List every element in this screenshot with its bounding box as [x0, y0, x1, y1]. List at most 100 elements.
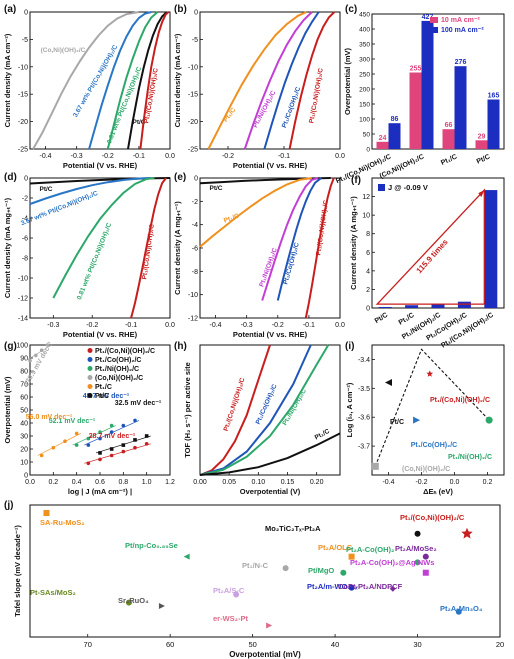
- x-tick-label: -0.1: [133, 153, 145, 160]
- point-label: Pt/MgO: [308, 566, 334, 575]
- point-label: Pt₂A-Co(OH)₂@Ag NWs: [350, 558, 434, 567]
- data-point: [51, 445, 56, 450]
- bar: [457, 301, 471, 308]
- bar-value-label: 66: [445, 122, 453, 129]
- series-label: Pt₁/(Co,Ni)(OH)₂/C: [308, 67, 325, 123]
- chart-(i): -0.4 -0.2 0.0 0.2 -3.4 -3.5 -3.6 -3.7 ΔEₕ (eV) Lo…: [345, 341, 505, 496]
- y-tick-label: -25: [18, 147, 28, 154]
- y-tick-label: 60: [20, 395, 28, 402]
- bar: [376, 141, 389, 149]
- y-tick-label: -10: [188, 64, 198, 71]
- x-tick-label: 0.2: [483, 479, 493, 486]
- data-point: [422, 553, 429, 560]
- y-tick-label: -12: [18, 296, 28, 303]
- bar: [421, 20, 434, 150]
- series-label: Pt/C: [210, 185, 223, 192]
- series-line: [304, 177, 335, 319]
- data-point: [63, 439, 67, 444]
- y-tick-label: -20: [188, 119, 198, 126]
- category-label: Pt/C: [476, 153, 492, 165]
- point-label: Pt-SAs/MoS₂: [30, 588, 76, 597]
- series-label: Pt₁/Ni(OH)₂/C: [281, 388, 308, 427]
- panel-letter: (f): [351, 175, 361, 186]
- series-line: [207, 11, 307, 150]
- data-point: [98, 436, 102, 441]
- point-label: Pt₁/Co(OH)₂/C: [411, 442, 457, 449]
- y-tick-label: -14: [18, 316, 28, 323]
- chart-(a): -0.4 -0.3 -0.2 -0.1 0.0 -25 -20 -15 -10 -5 0 Potent…: [3, 4, 175, 170]
- bar: [405, 305, 419, 308]
- x-tick-label: 0.0: [335, 322, 345, 329]
- y-tick-label: -25: [188, 147, 198, 154]
- legend-marker: [87, 366, 93, 371]
- series-line: [199, 344, 312, 476]
- x-tick-label: 0.05: [222, 479, 236, 486]
- category-label: Pt₁/C: [440, 153, 458, 166]
- point-label: Mo₂TiC₂Tₓ-Pt₂A: [265, 524, 321, 533]
- y-tick-label: 4: [366, 268, 370, 275]
- bar-value-label: 29: [478, 133, 486, 140]
- series-line: [127, 11, 168, 150]
- x-tick-label: -0.3: [71, 153, 83, 160]
- bar-value-label: 427: [422, 14, 434, 21]
- panel-letter: (a): [4, 4, 16, 15]
- y-tick-label: 200: [359, 87, 370, 94]
- x-axis-label: Potential (V vs. RHE): [233, 330, 308, 339]
- x-tick-label: 0.4: [72, 479, 82, 486]
- series-line: [199, 344, 271, 476]
- y-tick-label: -3.7: [358, 444, 370, 451]
- fit-line: [84, 443, 151, 464]
- bar: [409, 72, 422, 149]
- y-tick-label: 10: [20, 460, 28, 467]
- ratio-annotation: 115.9 times: [415, 237, 451, 275]
- panel-letter: (j): [4, 500, 13, 511]
- x-axis-label: Potential (V vs. RHE): [233, 161, 308, 170]
- plot-frame: [29, 344, 171, 476]
- y-tick-label: 150: [359, 102, 370, 109]
- data-point: [385, 379, 392, 387]
- x-tick-label: 0.0: [450, 479, 460, 486]
- bar-value-label: 86: [391, 116, 399, 123]
- plot-frame: [29, 11, 171, 150]
- y-tick-label: 50: [20, 408, 28, 415]
- x-tick-label: 0.0: [165, 322, 175, 329]
- plot-frame: [199, 11, 341, 150]
- data-point: [125, 599, 132, 606]
- series-line: [130, 177, 167, 319]
- data-point: [158, 603, 165, 610]
- y-tick-label: 40: [20, 421, 28, 428]
- series-label: (Co,Ni)(OH)₂/C: [41, 47, 86, 54]
- chart-(f): 0 2 4 6 8 10 12 Current density (A mg₊ₜ⁻¹) (f) Pt…: [349, 175, 505, 350]
- y-tick-label: -10: [18, 64, 28, 71]
- x-tick-label: 0.0: [25, 479, 35, 486]
- point-label: Pt₁/Ni(OH)₂/C: [448, 454, 492, 461]
- fit-line: [37, 433, 81, 456]
- data-point: [266, 622, 273, 629]
- y-axis-label: Log (i₀, A cm⁻²): [345, 382, 354, 437]
- legend-marker: [87, 384, 93, 389]
- y-tick-label: -20: [18, 119, 28, 126]
- point-label: Pt₂A/OLC: [318, 543, 353, 552]
- data-point: [98, 430, 102, 434]
- x-tick-label: -0.4: [210, 322, 222, 329]
- y-tick-label: 100: [359, 117, 370, 124]
- category-label: Pt/C: [374, 312, 390, 325]
- x-tick-label: 60: [166, 640, 174, 649]
- legend-marker: [87, 348, 93, 353]
- x-axis-label: log | J (mA cm⁻²) |: [68, 487, 132, 496]
- data-point: [109, 453, 114, 458]
- series-line: [32, 11, 140, 150]
- series-line: [139, 11, 170, 150]
- y-tick-label: -6: [22, 236, 28, 243]
- legend-swatch: [430, 17, 438, 23]
- y-tick-label: -15: [18, 92, 28, 99]
- plot-frame: [29, 504, 501, 638]
- data-point: [109, 430, 114, 434]
- y-tick-label: 90: [20, 356, 28, 363]
- y-tick-label: 100: [16, 343, 28, 350]
- data-point: [34, 353, 38, 358]
- point-label: (Co,Ni)(OH)₂/C: [402, 466, 450, 473]
- y-tick-label: 250: [359, 72, 370, 79]
- series-line: [288, 11, 336, 150]
- series-label: 0.81 wt% Pt/(Co,Ni)(OH)₂/C: [106, 66, 143, 145]
